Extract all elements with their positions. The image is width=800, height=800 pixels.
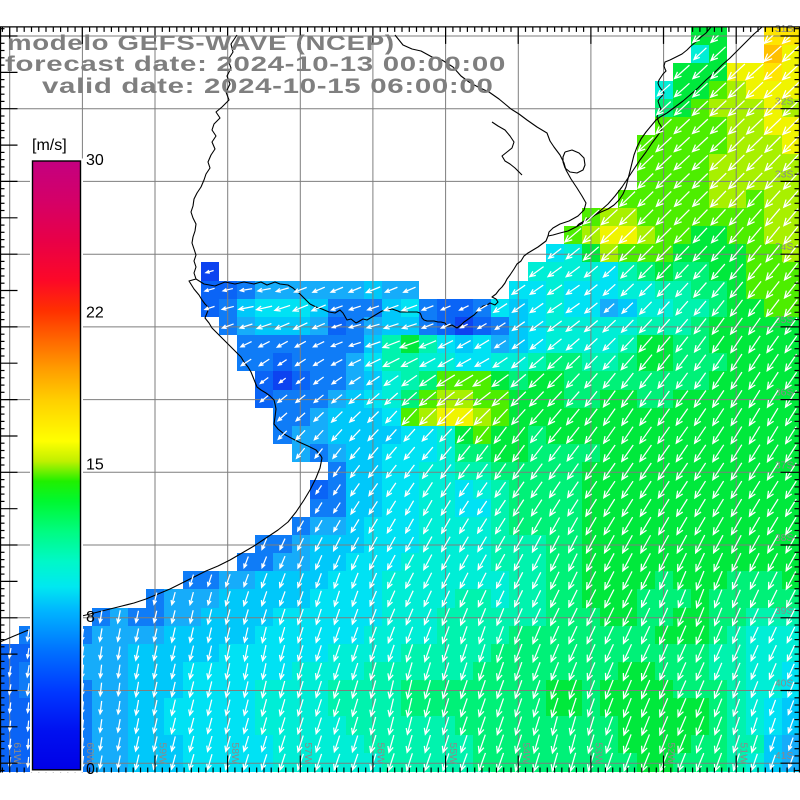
svg-text:37S: 37S (775, 459, 794, 471)
svg-text:38S: 38S (775, 532, 794, 544)
svg-text:55W: 55W (447, 742, 459, 764)
svg-text:33S: 33S (775, 168, 794, 180)
svg-text:15: 15 (86, 457, 104, 474)
svg-text:61W: 61W (11, 742, 23, 764)
svg-text:8: 8 (86, 609, 95, 626)
svg-text:30: 30 (86, 152, 104, 169)
svg-text:60W: 60W (84, 742, 96, 764)
svg-text:0: 0 (86, 761, 95, 778)
svg-text:34S: 34S (775, 241, 794, 253)
svg-text:58W: 58W (229, 742, 241, 764)
svg-text:51W: 51W (738, 742, 750, 764)
svg-text:41S: 41S (775, 750, 794, 762)
svg-text:32S: 32S (775, 96, 794, 108)
svg-text:35S: 35S (775, 314, 794, 326)
svg-text:56W: 56W (374, 742, 386, 764)
svg-text:[m/s]: [m/s] (32, 137, 67, 154)
svg-text:31S: 31S (775, 23, 794, 35)
svg-text:39S: 39S (775, 605, 794, 617)
svg-text:59W: 59W (157, 742, 169, 764)
svg-text:36S: 36S (775, 387, 794, 399)
svg-text:57W: 57W (302, 742, 314, 764)
svg-text:53W: 53W (592, 742, 604, 764)
svg-text:40S: 40S (775, 678, 794, 690)
svg-text:52W: 52W (665, 742, 677, 764)
svg-text:22: 22 (86, 304, 104, 321)
svg-text:54W: 54W (520, 742, 532, 764)
